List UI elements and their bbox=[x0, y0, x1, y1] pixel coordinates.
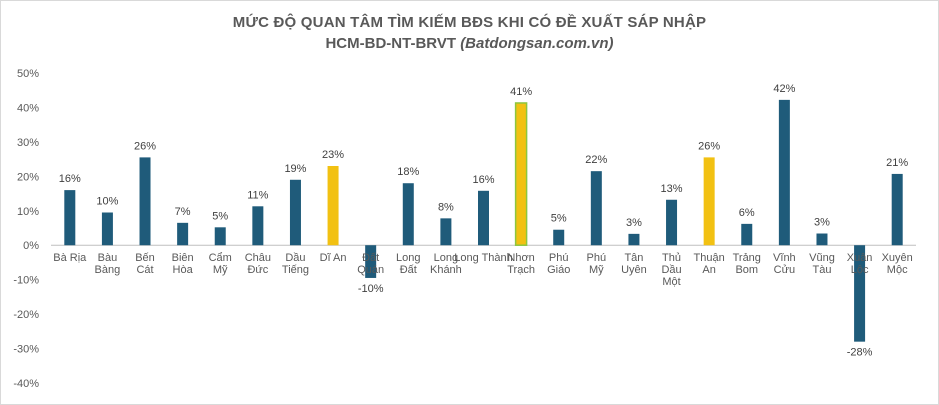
y-tick-label: -40% bbox=[13, 378, 39, 390]
category-label: Vĩnh Cửu bbox=[773, 252, 796, 276]
bar bbox=[514, 102, 528, 246]
bar bbox=[139, 157, 151, 246]
category-label: Thuận An bbox=[694, 252, 725, 276]
y-tick-label: -20% bbox=[13, 309, 39, 321]
data-label: 11% bbox=[247, 189, 268, 201]
category-label: Cẩm Mỹ bbox=[209, 252, 232, 276]
data-label: 23% bbox=[322, 149, 344, 161]
bar bbox=[478, 190, 489, 246]
category-label: Phú Mỹ bbox=[587, 252, 607, 276]
data-label: 26% bbox=[698, 140, 720, 152]
bar bbox=[252, 206, 264, 246]
y-tick-label: 20% bbox=[17, 171, 39, 183]
data-label: 3% bbox=[626, 217, 642, 229]
category-label: Bàu Bàng bbox=[95, 252, 121, 276]
data-label: -28% bbox=[847, 347, 873, 359]
data-label: 41% bbox=[510, 86, 532, 98]
y-tick-label: 10% bbox=[17, 206, 39, 218]
category-label: Xuyên Mộc bbox=[882, 252, 913, 276]
bar bbox=[590, 171, 602, 246]
bar bbox=[402, 183, 414, 246]
bar bbox=[741, 223, 753, 246]
bar bbox=[854, 245, 866, 342]
data-label: 10% bbox=[96, 196, 118, 208]
data-label: 21% bbox=[886, 157, 908, 169]
bar bbox=[816, 233, 828, 246]
bar bbox=[64, 190, 76, 246]
category-label: Biên Hòa bbox=[172, 252, 194, 276]
category-label: Phú Giáo bbox=[547, 252, 570, 276]
bar bbox=[666, 199, 678, 246]
category-label: Thủ Dầu Một bbox=[661, 252, 681, 288]
bar bbox=[891, 173, 903, 246]
chart-title: MỨC ĐỘ QUAN TÂM TÌM KIẾM BĐS KHI CÓ ĐỀ X… bbox=[232, 14, 707, 31]
category-label: Bà Rịa bbox=[53, 252, 87, 264]
data-label: 16% bbox=[472, 174, 494, 186]
data-label: 3% bbox=[814, 217, 830, 229]
bar bbox=[101, 212, 113, 246]
y-tick-label: 50% bbox=[17, 68, 39, 80]
bar bbox=[440, 218, 452, 246]
y-tick-label: 30% bbox=[17, 137, 39, 149]
bar bbox=[327, 166, 339, 246]
y-tick-label: -10% bbox=[13, 275, 39, 287]
bar bbox=[177, 222, 189, 246]
bar bbox=[703, 157, 715, 246]
bar bbox=[628, 233, 640, 246]
data-label: 19% bbox=[284, 163, 306, 175]
category-label: Châu Đức bbox=[245, 252, 271, 276]
data-label: 22% bbox=[585, 154, 607, 166]
data-label: 5% bbox=[212, 210, 228, 222]
category-label: Long Đất bbox=[396, 252, 420, 276]
category-label: Dầu Tiếng bbox=[282, 252, 309, 276]
data-label: 18% bbox=[397, 166, 419, 178]
bar bbox=[289, 179, 301, 246]
category-label: Xuân Lộc bbox=[847, 252, 873, 276]
data-label: 26% bbox=[134, 140, 156, 152]
data-label: 16% bbox=[59, 173, 81, 185]
data-label: 13% bbox=[661, 183, 683, 195]
category-label: Nhơn Trạch bbox=[507, 252, 535, 276]
bar bbox=[778, 99, 790, 246]
category-label: Long Khánh bbox=[430, 252, 462, 276]
bar bbox=[553, 229, 565, 246]
data-label: 5% bbox=[551, 213, 567, 225]
chart-subtitle: HCM-BD-NT-BRVT (Batdongsan.com.vn) bbox=[1, 35, 938, 52]
category-label: Đất Quán bbox=[357, 252, 384, 276]
category-label: Tân Uyên bbox=[621, 252, 647, 276]
bar bbox=[365, 245, 377, 278]
chart-subtitle-source: (Batdongsan.com.vn) bbox=[460, 35, 614, 52]
data-label: -10% bbox=[358, 283, 384, 295]
category-label: Trảng Bom bbox=[733, 252, 761, 276]
y-tick-label: -30% bbox=[13, 344, 39, 356]
bar bbox=[214, 227, 226, 246]
category-label: Vũng Tàu bbox=[809, 252, 835, 276]
category-label: Dĩ An bbox=[320, 252, 347, 264]
data-label: 6% bbox=[739, 207, 755, 219]
data-label: 7% bbox=[175, 206, 191, 218]
data-label: 8% bbox=[438, 201, 454, 213]
data-label: 42% bbox=[773, 83, 795, 95]
y-tick-label: 0% bbox=[23, 240, 39, 252]
category-label: Long Thành bbox=[454, 252, 513, 264]
y-tick-label: 40% bbox=[17, 102, 39, 114]
category-label: Bến Cát bbox=[135, 252, 155, 276]
chart-subtitle-main: HCM-BD-NT-BRVT bbox=[325, 35, 457, 52]
